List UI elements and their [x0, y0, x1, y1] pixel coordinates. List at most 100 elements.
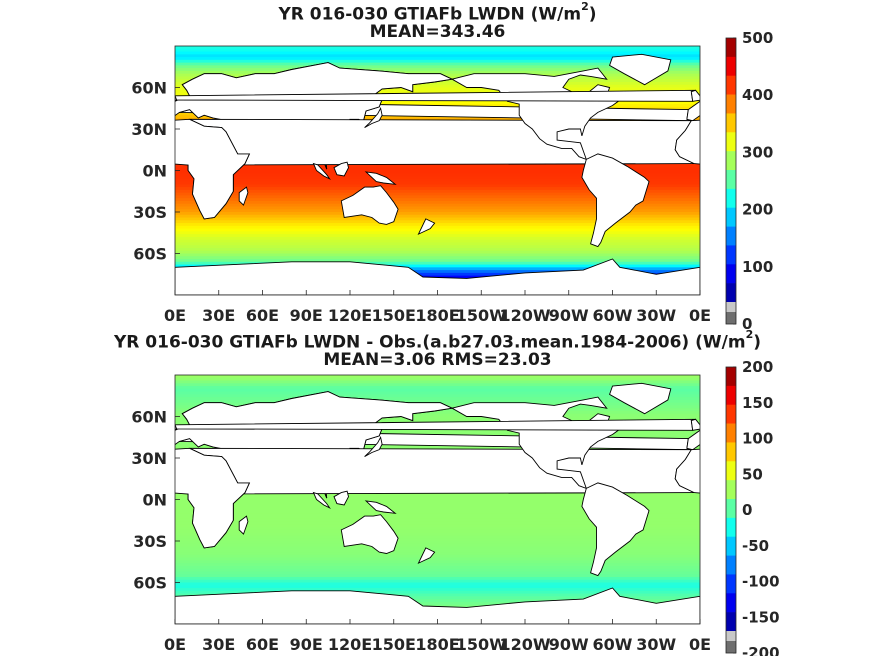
y-tick-label: 30S — [133, 532, 167, 551]
field-band — [175, 565, 700, 570]
field-band — [175, 181, 700, 185]
land-madagascar — [238, 515, 249, 535]
field-band — [175, 513, 700, 517]
land-japan — [364, 435, 383, 457]
field-band — [175, 206, 700, 210]
field-band — [175, 200, 700, 205]
field-band — [175, 247, 700, 252]
y-tick-label: 60N — [131, 408, 167, 427]
land-africa-wrap-east — [674, 448, 700, 494]
colorbar-underflow-light — [726, 631, 736, 641]
chart2-title: YR 016-030 GTIAFb LWDN - Obs.(a.b27.03.m… — [113, 328, 762, 353]
colorbar-tick-label: 400 — [742, 86, 773, 104]
y-tick-label: 0N — [142, 491, 167, 510]
field-band — [175, 386, 700, 390]
field-band — [175, 195, 700, 199]
field-band — [175, 101, 700, 105]
field-band — [175, 568, 700, 573]
field-band — [175, 391, 700, 395]
field-band — [175, 259, 700, 263]
field-band — [175, 383, 700, 387]
land-australia — [340, 514, 399, 554]
land-n-america — [450, 67, 620, 161]
field-band — [175, 178, 700, 183]
field-band — [175, 593, 700, 597]
x-tick-label: 90E — [290, 635, 323, 654]
colorbar-segment — [726, 442, 736, 462]
colorbar-underflow-dark — [726, 312, 736, 324]
x-tick-label: 0E — [689, 306, 711, 325]
colorbar-segment — [726, 461, 736, 481]
field-band — [175, 245, 700, 249]
field-band — [175, 228, 700, 232]
x-tick-label: 60E — [246, 635, 279, 654]
field-band — [175, 261, 700, 266]
field-band — [175, 57, 700, 61]
colorbar-tick-label: -200 — [742, 644, 780, 656]
x-tick-label: 60E — [246, 306, 279, 325]
x-tick-label: 150W — [456, 635, 507, 654]
field-band — [175, 65, 700, 69]
field-band — [175, 189, 700, 194]
field-band — [175, 59, 700, 64]
field-band — [175, 184, 700, 188]
colorbar-segment — [726, 517, 736, 538]
field-band — [175, 546, 700, 550]
field-band — [175, 399, 700, 404]
colorbar-segment — [726, 367, 736, 387]
chart2-subtitle: MEAN=3.06 RMS=23.03 — [323, 350, 552, 370]
field-band — [175, 62, 700, 66]
field-band — [175, 499, 700, 503]
field-band — [175, 394, 700, 398]
colorbar-tick-label: 150 — [742, 394, 773, 412]
y-tick-label: 60S — [133, 245, 167, 264]
x-tick-label: 120W — [499, 306, 550, 325]
field-band — [175, 529, 700, 534]
land-borneo — [333, 161, 349, 177]
colorbar-segment — [726, 245, 736, 265]
field-band — [175, 582, 700, 586]
y-tick-label: 30S — [133, 203, 167, 222]
land-new-zealand — [417, 547, 436, 565]
y-tick-label: 60S — [133, 574, 167, 593]
colorbar-segment — [726, 188, 736, 209]
field-band — [175, 234, 700, 238]
field-band — [175, 574, 700, 578]
land-africa-wrap-east — [674, 119, 700, 165]
colorbar-tick-label: 200 — [742, 358, 773, 376]
y-tick-label: 30N — [131, 120, 167, 139]
x-tick-label: 150E — [372, 635, 416, 654]
x-tick-label: 90W — [549, 306, 589, 325]
field-band — [175, 552, 700, 556]
field-band — [175, 571, 700, 575]
field-band — [175, 538, 700, 542]
land-antarctica — [175, 258, 700, 295]
colorbar-segment — [726, 94, 736, 114]
field-band — [175, 596, 700, 600]
field-band — [175, 563, 700, 567]
colorbar-segment — [726, 226, 736, 246]
field-band — [175, 579, 700, 584]
field-band — [175, 576, 700, 581]
colorbar-segment — [726, 75, 736, 95]
field-band — [175, 518, 700, 523]
field-band — [175, 217, 700, 221]
colorbar-frame — [725, 37, 737, 325]
field-band — [175, 236, 700, 241]
field-band — [175, 270, 700, 274]
chart1-title: YR 016-030 GTIAFb LWDN (W/m2) — [278, 0, 597, 25]
land-africa-wrap — [175, 118, 251, 220]
field-band — [175, 505, 700, 509]
colorbar-segment — [726, 593, 736, 613]
colorbar-segment — [726, 480, 736, 500]
land-antarctica — [175, 587, 700, 624]
field-band — [175, 599, 700, 603]
field-band — [175, 502, 700, 506]
field-band — [175, 413, 700, 418]
field-band — [175, 521, 700, 525]
field-band — [175, 377, 700, 382]
land-s-america — [581, 482, 650, 577]
